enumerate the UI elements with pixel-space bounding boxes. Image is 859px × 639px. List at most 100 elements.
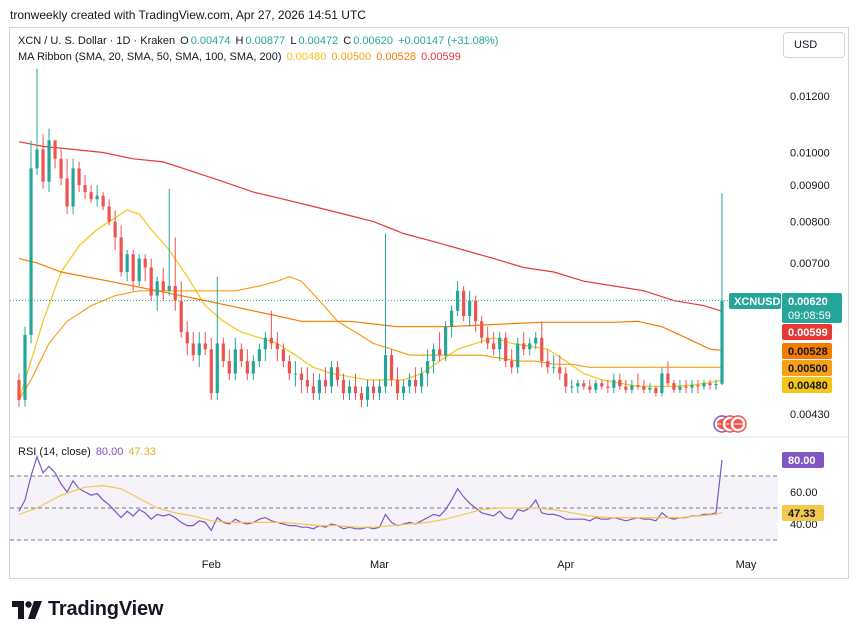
candle <box>437 332 442 362</box>
chart-frame <box>9 27 849 579</box>
candle <box>468 290 472 327</box>
candle-body <box>71 168 75 207</box>
candle-body <box>233 349 237 374</box>
candle-body <box>450 310 454 327</box>
candle-body <box>546 361 550 368</box>
candle <box>431 343 436 374</box>
rsi-legend: RSI (14, close) 80.00 47.33 <box>18 446 158 458</box>
candle-body <box>125 254 129 272</box>
candle <box>203 332 207 356</box>
candle <box>636 373 640 390</box>
candle <box>425 349 430 387</box>
candle <box>401 379 406 400</box>
ma-price-tag: 0.00599 <box>782 324 832 340</box>
price-labels-layer: 80.00 47.33 XCNUSD 0.00620 09:08:59 0.00599 0.… <box>713 293 842 521</box>
rsi-value-tag-bg <box>782 452 824 468</box>
ma-price-tag-text: 0.00599 <box>788 327 828 339</box>
rsi-ma-value-tag-text: 47.33 <box>788 508 816 520</box>
rsi-layer <box>10 454 778 541</box>
ma50-value: 0.00500 <box>331 51 372 63</box>
candle <box>666 361 670 387</box>
tradingview-brand: TradingView <box>48 598 164 620</box>
candle <box>263 332 267 362</box>
candle-body <box>323 379 328 387</box>
candle-body <box>305 379 310 387</box>
candle-body <box>714 383 718 386</box>
tradingview-logo-icon <box>12 600 42 619</box>
symbol-tag-text: XCNUSD <box>734 296 781 308</box>
rsi-title[interactable]: RSI (14, close) <box>18 446 91 458</box>
candle <box>347 379 352 400</box>
candle <box>383 233 388 394</box>
candle <box>311 373 316 400</box>
candle <box>191 332 195 362</box>
ma-price-tag-bg <box>782 360 832 376</box>
ma-line-2 <box>18 275 722 401</box>
price-tick-label: 0.00700 <box>790 258 830 270</box>
candle-body <box>329 367 334 387</box>
candle-body <box>131 254 135 282</box>
candle <box>714 379 718 390</box>
candle <box>480 315 484 344</box>
candle <box>371 379 376 400</box>
candle <box>341 373 346 400</box>
rsi-line <box>18 454 723 532</box>
candle-body <box>401 386 406 394</box>
price-tick-label: 0.01200 <box>790 91 830 103</box>
candle-body <box>35 149 39 169</box>
ma-ribbon-legend: MA Ribbon (SMA, 20, SMA, 50, SMA, 100, S… <box>18 51 463 63</box>
candle <box>648 383 652 394</box>
candle <box>413 367 418 394</box>
candle-body <box>317 379 322 394</box>
candle-body <box>239 349 243 362</box>
candle <box>233 337 237 380</box>
candle-body <box>624 386 628 390</box>
ma-ribbon-title[interactable]: MA Ribbon (SMA, 20, SMA, 50, SMA, 100, S… <box>18 51 282 63</box>
candle <box>359 386 364 407</box>
candle <box>29 140 33 344</box>
candle <box>377 379 382 400</box>
candle-body <box>600 383 604 387</box>
last-price-tag: XCNUSD 0.00620 09:08:59 <box>729 293 842 323</box>
candle-body <box>371 386 376 394</box>
candle <box>546 349 550 374</box>
rsi-ma-value: 47.33 <box>128 446 156 458</box>
candle <box>137 254 141 286</box>
candle-body <box>642 386 646 390</box>
price-tick-label: 0.00900 <box>790 180 830 192</box>
candle <box>335 361 340 387</box>
candle <box>293 361 297 387</box>
candle <box>155 276 159 311</box>
tradingview-logo[interactable]: TradingView <box>12 598 163 621</box>
candle-body <box>41 149 45 182</box>
candle-body <box>570 386 574 388</box>
rsi-value-tag-text: 80.00 <box>788 455 816 467</box>
symbol-title[interactable]: XCN / U. S. Dollar · 1D · Kraken <box>18 35 176 47</box>
candle <box>71 158 75 214</box>
candle <box>215 276 219 400</box>
currency-selector[interactable]: USD <box>783 32 845 58</box>
candle <box>179 281 183 338</box>
ma-price-tag-bg <box>782 343 832 359</box>
candle-body <box>395 379 400 394</box>
candle-body <box>107 206 111 222</box>
candle <box>23 326 27 407</box>
candle <box>576 379 580 394</box>
candle <box>185 321 189 356</box>
candle-body <box>287 361 291 374</box>
candle <box>287 355 291 380</box>
candle-body <box>179 300 183 333</box>
candle-body <box>341 379 346 394</box>
candle <box>65 158 69 214</box>
ma-price-tag: 0.00480 <box>782 377 832 393</box>
candle-body <box>678 386 682 390</box>
candle-body <box>720 300 724 384</box>
candle <box>696 379 700 394</box>
candle-body <box>113 221 117 238</box>
rsi-ma-line <box>18 484 723 528</box>
candle-body <box>83 185 87 193</box>
candle <box>173 237 177 311</box>
candle <box>107 199 111 226</box>
candle <box>269 310 273 350</box>
